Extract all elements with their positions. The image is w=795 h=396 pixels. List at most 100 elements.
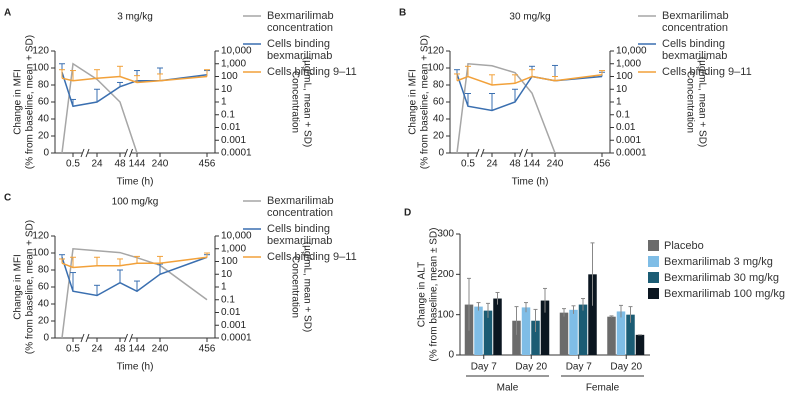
- error-bar: [134, 280, 140, 292]
- error-bar: [117, 269, 123, 283]
- error-bar: [619, 304, 623, 318]
- legend-swatch: [638, 71, 656, 73]
- y-tick-label: 20: [38, 131, 50, 142]
- bar: [569, 309, 578, 355]
- group-label: Female: [586, 383, 620, 394]
- legend-label: Cells binding 9–11: [267, 66, 357, 78]
- y2-tick-label: 1,000: [221, 243, 246, 254]
- legend-swatch: [243, 15, 261, 17]
- x-tick-label: 24: [486, 159, 498, 170]
- series-line: [61, 256, 208, 269]
- legend-item: Bexmarilimab 100 mg/kg: [648, 288, 794, 300]
- error-bar: [533, 308, 538, 333]
- x-tick-label: Day 20: [610, 362, 642, 373]
- y2-tick-label: 10,000: [221, 231, 252, 242]
- axis-title: Concentration: [684, 71, 695, 133]
- error-bar: [465, 93, 471, 107]
- error-bar: [94, 69, 100, 79]
- legend-swatch: [243, 256, 261, 258]
- bar: [512, 320, 521, 355]
- y2-tick-label: 100: [221, 256, 238, 267]
- bar: [483, 310, 493, 355]
- error-bar: [157, 263, 163, 275]
- bar: [559, 312, 569, 355]
- axis-break-mark: [129, 333, 133, 343]
- legend: Placebo Bexmarilimab 3 mg/kg Bexmarilimab …: [648, 240, 794, 304]
- error-bar: [495, 291, 500, 305]
- bar: [540, 300, 550, 355]
- axis-title: (% from baseline, mean + SD): [25, 220, 36, 354]
- y-tick-label: 100: [437, 309, 454, 320]
- error-bar: [489, 93, 495, 111]
- error-bar: [571, 305, 576, 314]
- legend-item: Bexmarilimab concentration: [243, 195, 377, 219]
- legend-item: Cells binding bexmarilimab: [243, 223, 377, 247]
- legend-item: Bexmarilimab concentration: [243, 10, 377, 34]
- chart-title: 100 mg/kg: [112, 197, 159, 208]
- legend-item: Cells binding 9–11: [243, 251, 377, 263]
- x-tick-label: 144: [524, 159, 541, 170]
- y2-tick-label: 0.001: [221, 135, 246, 146]
- bar: [616, 311, 626, 355]
- panel-letter: B: [399, 8, 406, 19]
- y2-tick-label: 10: [221, 84, 233, 95]
- error-bar: [514, 306, 519, 335]
- legend-swatch: [243, 200, 261, 202]
- error-bar: [467, 277, 471, 331]
- axis-break-mark: [85, 148, 90, 158]
- error-bar: [59, 258, 65, 264]
- x-tick-label: 456: [199, 159, 216, 170]
- error-bar: [94, 284, 100, 296]
- axis-title: Concentration: [289, 256, 300, 318]
- y-tick-label: 60: [433, 97, 445, 108]
- x-tick-label: 144: [129, 344, 146, 355]
- y2-tick-label: 0.1: [221, 294, 235, 305]
- y2-tick-label: 1: [616, 97, 622, 108]
- y-tick-label: 60: [38, 282, 50, 293]
- error-bar: [117, 81, 123, 87]
- axis-break-mark: [124, 148, 128, 158]
- legend-swatch: [243, 228, 261, 230]
- x-tick-label: 240: [547, 159, 564, 170]
- x-tick-label: 48: [114, 344, 126, 355]
- y2-tick-label: 0.1: [221, 109, 235, 120]
- x-tick-label: Day 7: [566, 362, 593, 373]
- x-tick-label: 24: [91, 159, 103, 170]
- axis-title: (% from baseline, mean + SD): [25, 35, 36, 169]
- x-tick-label: Day 20: [515, 362, 547, 373]
- error-bar: [204, 69, 210, 77]
- y-tick-label: 100: [427, 63, 444, 74]
- bar: [531, 320, 540, 355]
- legend-swatch: [638, 43, 656, 45]
- error-bar: [489, 74, 495, 85]
- axis-break: [82, 149, 88, 157]
- error-bar: [134, 75, 140, 83]
- y-tick-label: 100: [32, 248, 49, 259]
- error-bar: [117, 258, 123, 266]
- x-tick-label: 48: [114, 159, 126, 170]
- legend-label: Cells binding 9–11: [267, 251, 357, 263]
- axis-title: (µg/mL, mean + SD): [696, 57, 707, 148]
- error-bar: [70, 70, 76, 81]
- legend-swatch: [243, 71, 261, 73]
- y-tick-label: 80: [38, 265, 50, 276]
- x-axis-title: Time (h): [512, 177, 549, 188]
- x-axis-title: Time (h): [117, 177, 154, 188]
- axis-title: Change in MFI: [408, 69, 419, 135]
- y-tick-label: 300: [437, 229, 454, 240]
- legend-swatch: [648, 240, 659, 251]
- error-bar: [524, 302, 528, 313]
- error-bar: [581, 298, 585, 311]
- y-tick-label: 120: [427, 46, 444, 57]
- axis-title: (µg/mL, mean + SD): [301, 242, 312, 333]
- axis-break: [126, 149, 131, 157]
- axis-title: Change in MFI: [13, 69, 24, 135]
- axis-title: (µg/mL, mean + SD): [301, 57, 312, 148]
- legend-swatch: [243, 43, 261, 45]
- error-bar: [94, 256, 100, 266]
- axis-break: [477, 149, 483, 157]
- bar: [635, 334, 645, 355]
- error-bar: [454, 73, 460, 81]
